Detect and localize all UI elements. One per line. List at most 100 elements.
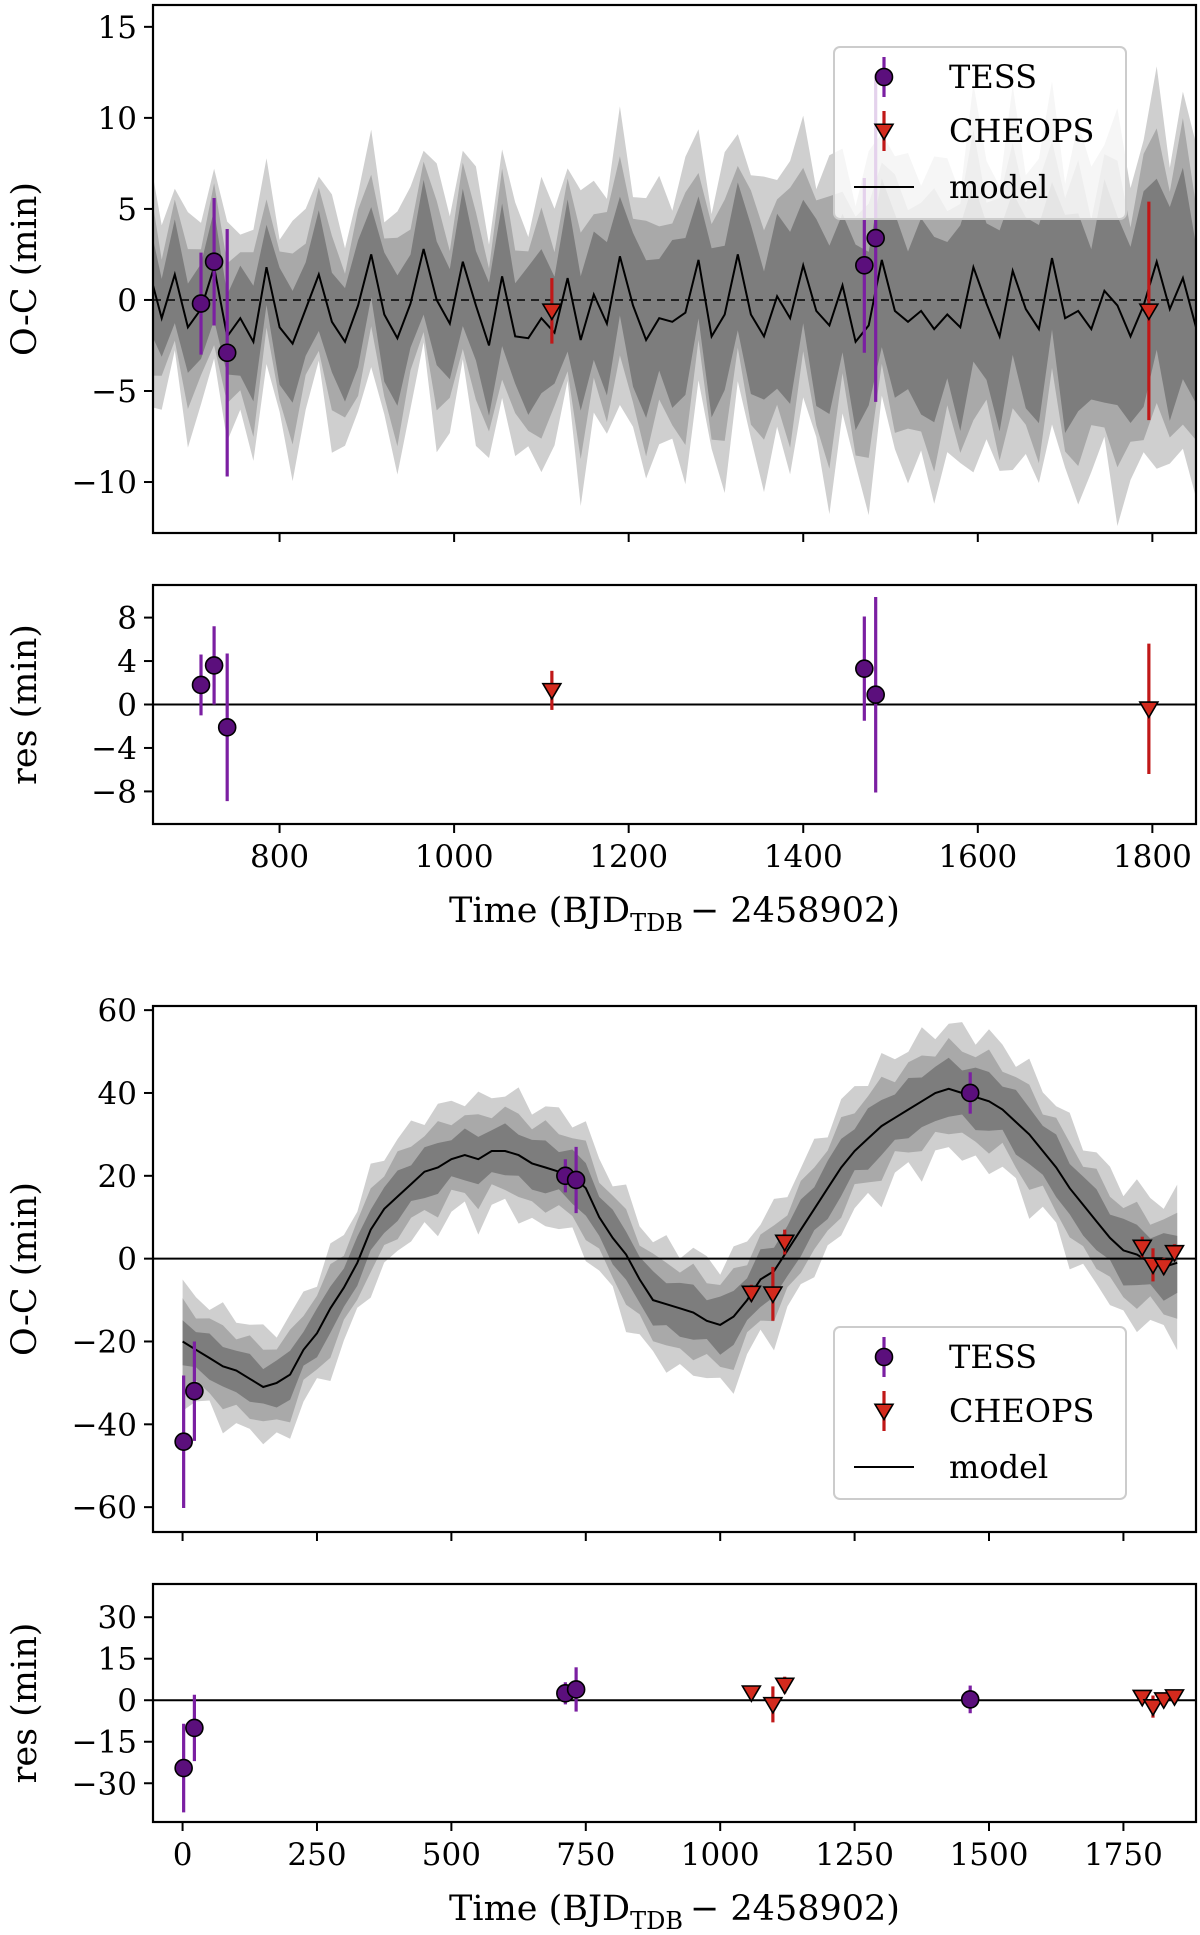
model-line <box>182 1087 1178 1389</box>
x-tick-label: 1250 <box>815 1837 894 1873</box>
x-tick-label: 1500 <box>950 1837 1029 1873</box>
cheops-point <box>1131 1689 1153 1708</box>
cheops-point <box>541 303 563 322</box>
model-inner-band <box>182 1057 1178 1408</box>
legend-cheops-marker <box>873 123 895 142</box>
cheops-point <box>1153 1692 1175 1710</box>
legend-cheops-marker <box>873 1403 895 1422</box>
y-tick-label: −60 <box>72 1490 137 1526</box>
legend-model-label: model <box>949 168 1048 206</box>
tess-point <box>204 656 224 675</box>
y-tick-label: 0 <box>117 1242 137 1278</box>
tess-point <box>855 659 874 678</box>
legend-tess-label: TESS <box>949 1338 1037 1376</box>
y-tick-label: −10 <box>72 465 137 501</box>
panel-top-oc: 15 10 5 0 −5 −10 O-C (min) TESS CHEOPS model <box>5 3 1198 542</box>
plot-area <box>153 1667 1196 1813</box>
axes-frame <box>151 3 1198 535</box>
tess-point <box>185 1381 204 1401</box>
x-tick-label: 0 <box>173 1837 193 1873</box>
x-tick-label: 1600 <box>938 839 1017 875</box>
x-tick-label: 500 <box>422 1837 481 1873</box>
panel-bottom-res: 30 15 0 −15 −30 0 250 500 750 1000 1250 1500 1750 res… <box>5 1582 1198 1935</box>
tess-point <box>174 1758 193 1778</box>
legend: TESS CHEOPS model <box>833 46 1127 220</box>
x-tick-label: 1000 <box>415 839 494 875</box>
y-tick-label: −30 <box>72 1766 137 1802</box>
y-axis-label: O-C (min) <box>5 1182 45 1356</box>
plot-area <box>153 1022 1196 1508</box>
x-tick-label: 1400 <box>764 839 843 875</box>
y-tick-label: 5 <box>117 192 137 228</box>
y-tick-label: −20 <box>72 1324 137 1360</box>
legend-tess-marker <box>874 67 894 87</box>
y-tick-label: −8 <box>91 774 137 810</box>
x-tick-label: 1000 <box>681 1837 760 1873</box>
legend: TESS CHEOPS model <box>833 1326 1127 1500</box>
cheops-point <box>762 1696 784 1715</box>
x-tick-label: 750 <box>556 1837 615 1873</box>
legend-model-label: model <box>949 1448 1048 1486</box>
panel-top-res: 8 4 0 −4 −8 800 1000 1200 1400 1600 1800 res (min) T… <box>5 583 1198 937</box>
y-tick-label: 30 <box>98 1600 137 1636</box>
x-tick-label: 1800 <box>1113 839 1192 875</box>
cheops-point <box>740 1685 762 1703</box>
y-tick-label: 0 <box>117 283 137 319</box>
y-tick-label: 10 <box>98 101 137 137</box>
cheops-point <box>1153 1258 1175 1277</box>
y-tick-label: −15 <box>72 1725 137 1761</box>
y-tick-label: 40 <box>98 1076 137 1112</box>
y-axis-label: O-C (min) <box>5 182 45 356</box>
legend-box <box>833 46 1127 220</box>
x-tick-label: 800 <box>250 839 309 875</box>
y-tick-label: −40 <box>72 1407 137 1443</box>
y-tick-label: 15 <box>98 10 137 46</box>
y-tick-label: −5 <box>91 374 137 410</box>
y-tick-label: 60 <box>98 993 137 1029</box>
legend-tess-marker <box>874 1347 894 1367</box>
y-tick-label: 20 <box>98 1159 137 1195</box>
cheops-point <box>774 1677 796 1696</box>
cheops-point <box>762 1286 784 1304</box>
x-tick-label: 1750 <box>1084 1837 1163 1873</box>
cheops-point <box>1131 1239 1153 1258</box>
cheops-point <box>774 1234 796 1253</box>
tess-point <box>960 1690 980 1709</box>
y-tick-label: 15 <box>98 1642 137 1678</box>
cheops-point <box>541 682 563 701</box>
cheops-point <box>740 1285 762 1304</box>
model-mid-band <box>182 1038 1178 1423</box>
y-axis-label: res (min) <box>5 1623 45 1784</box>
tess-point <box>191 675 211 695</box>
cheops-point <box>1142 1699 1164 1717</box>
panel-bottom-oc: 60 40 20 0 −20 −40 −60 O-C (min) TESS CHEOPS model <box>5 993 1198 1541</box>
tess-point <box>866 685 885 705</box>
tess-point <box>566 1170 586 1190</box>
plot-area <box>153 596 1196 802</box>
legend-tess-label: TESS <box>949 58 1037 96</box>
y-axis-label: res (min) <box>5 624 45 785</box>
y-tick-label: 0 <box>117 688 137 724</box>
legend-cheops-label: CHEOPS <box>949 1392 1094 1430</box>
tess-point <box>204 252 224 272</box>
x-axis-label: Time (BJDTDB − 2458902) <box>449 1889 900 1935</box>
legend-box <box>833 1326 1127 1500</box>
tess-point <box>217 718 237 737</box>
x-tick-label: 1200 <box>589 839 668 875</box>
tess-point <box>866 228 885 248</box>
tess-point <box>855 256 874 275</box>
tess-point <box>174 1432 193 1452</box>
y-tick-label: 8 <box>117 601 137 637</box>
y-tick-label: 4 <box>117 644 137 680</box>
legend-cheops-label: CHEOPS <box>949 112 1094 150</box>
axes-frame <box>151 1582 1198 1824</box>
tess-point <box>217 343 237 363</box>
cheops-point <box>1164 1244 1185 1263</box>
cheops-point <box>1164 1689 1185 1707</box>
cheops-point <box>1138 303 1160 322</box>
tess-point <box>566 1680 586 1699</box>
y-tick-label: 0 <box>117 1683 137 1719</box>
tess-point <box>191 294 211 313</box>
cheops-point <box>1138 701 1160 719</box>
